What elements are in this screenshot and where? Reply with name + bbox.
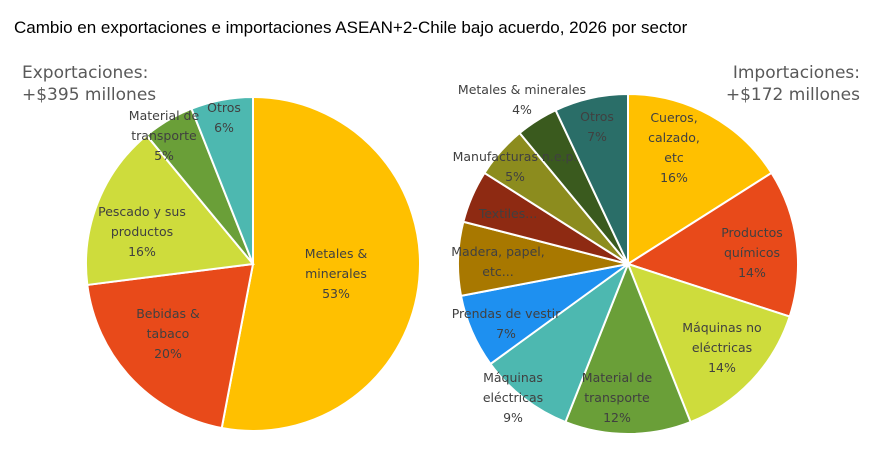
importaciones-slice-label-9: Metales & minerales 4% [458,82,586,117]
importaciones-slice-label-6: Madera, papel, etc... [451,244,544,279]
exportaciones-slice-4 [190,95,254,265]
exportaciones-slice-0 [220,95,421,432]
imports-header: Importaciones: +$172 millones [726,62,860,106]
exportaciones-slice-label-4: Otros 6% [207,100,241,135]
exports-header-line: Exportaciones: [22,63,149,83]
importaciones-slice-0 [627,92,773,266]
exportaciones-slice-2 [85,133,255,287]
importaciones-slice-label-4: Máquinas eléctricas 9% [483,370,543,425]
importaciones-slice-10 [554,92,629,265]
importaciones-slice-1 [625,171,799,318]
importaciones-slice-label-7: Textiles... [478,206,537,221]
importaciones-slice-label-3: Material de transporte 12% [582,370,653,425]
exports-total: +$395 millones [22,85,157,105]
exportaciones-slice-label-1: Bebidas & tabaco 20% [136,306,200,361]
importaciones-slice-label-2: Máquinas no eléctricas 14% [682,320,761,375]
exports-header: Exportaciones: +$395 millones [22,62,156,106]
importaciones-slice-label-8: Manufacturas n.e.p. 5% [453,149,578,184]
exportaciones-slice-1 [86,262,255,430]
importaciones-slice-label-10: Otros 7% [580,109,614,144]
importaciones-slice-2 [626,262,791,424]
importaciones-slice-label-5: Prendas de vestir 7% [452,306,561,341]
chart-title: Cambio en exportaciones e importaciones … [14,18,688,37]
importaciones-slice-label-0: Cueros, calzado, etc 16% [648,110,700,185]
imports-header-line: Importaciones: [732,63,860,83]
importaciones-slice-4 [489,261,631,424]
importaciones-slice-label-1: Productos químicos 14% [721,225,783,280]
exportaciones-slice-label-3: Material de transporte 5% [129,108,200,163]
exportaciones-slice-label-0: Metales & minerales 53% [305,246,368,301]
importaciones-slice-3 [564,261,692,435]
exportaciones-slice-label-2: Pescado y sus productos 16% [98,204,186,259]
imports-total: +$172 millones [725,85,860,105]
